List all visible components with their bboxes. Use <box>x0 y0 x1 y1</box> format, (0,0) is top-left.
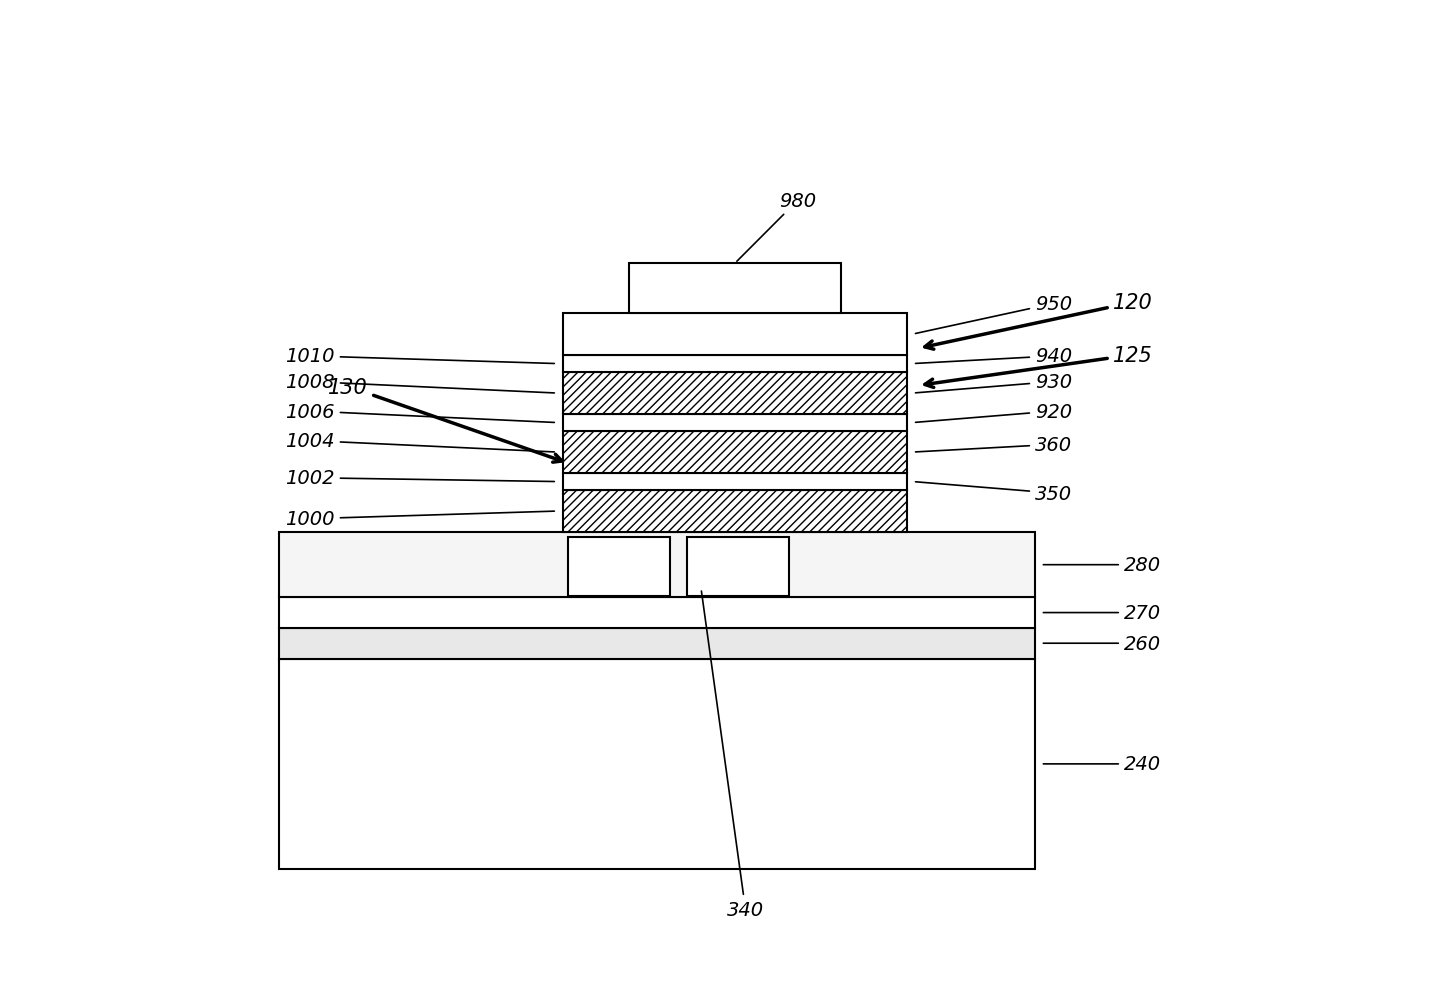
Text: 1004: 1004 <box>285 431 555 452</box>
Bar <box>562 431 908 474</box>
Text: 1000: 1000 <box>285 510 555 529</box>
Bar <box>562 314 908 356</box>
Bar <box>280 628 1035 659</box>
Bar <box>280 597 1035 628</box>
Text: 930: 930 <box>915 373 1073 394</box>
Text: 1002: 1002 <box>285 469 555 488</box>
Text: 130: 130 <box>328 377 562 462</box>
Text: 260: 260 <box>1044 634 1162 653</box>
Bar <box>630 264 840 314</box>
Text: 350: 350 <box>915 482 1073 503</box>
Text: 360: 360 <box>915 435 1073 454</box>
Text: 340: 340 <box>701 591 764 918</box>
Bar <box>562 474 908 490</box>
Bar <box>562 414 908 431</box>
Text: 1008: 1008 <box>285 373 555 394</box>
Bar <box>562 490 908 533</box>
Text: 1006: 1006 <box>285 403 555 423</box>
Bar <box>562 356 908 373</box>
Bar <box>687 538 789 596</box>
Text: 920: 920 <box>915 403 1073 422</box>
Text: 240: 240 <box>1044 754 1162 773</box>
Text: 120: 120 <box>925 293 1153 350</box>
Text: 1010: 1010 <box>285 347 555 366</box>
Text: 940: 940 <box>915 347 1073 366</box>
Bar <box>568 538 671 596</box>
Text: 280: 280 <box>1044 556 1162 575</box>
Text: 270: 270 <box>1044 603 1162 622</box>
Text: 980: 980 <box>737 192 816 262</box>
Bar <box>562 373 908 414</box>
Bar <box>280 533 1035 597</box>
Text: 950: 950 <box>915 294 1073 334</box>
Text: 125: 125 <box>925 345 1153 388</box>
Bar <box>280 659 1035 870</box>
